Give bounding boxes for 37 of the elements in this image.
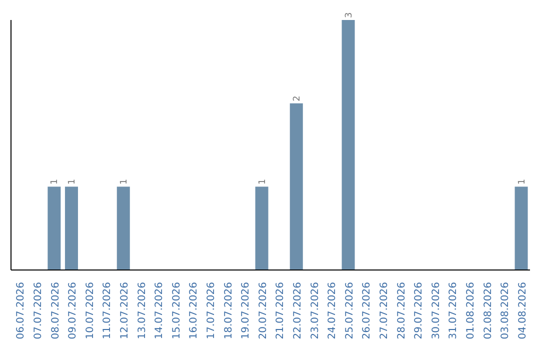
x-tick-label: 25.07.2026 (344, 282, 356, 340)
x-tick-label: 24.07.2026 (327, 282, 338, 340)
x-tick-label: 17.07.2026 (206, 282, 217, 340)
x-tick-label: 16.07.2026 (188, 282, 200, 340)
x-tick-label: 10.07.2026 (84, 282, 96, 340)
x-tick-label: 27.07.2026 (378, 282, 390, 340)
data-label: 1 (67, 178, 78, 185)
data-label: 1 (119, 178, 130, 185)
x-tick-label: 21.07.2026 (275, 282, 286, 340)
x-tick-label: 29.07.2026 (414, 282, 425, 340)
x-tick-label: 30.07.2026 (430, 282, 442, 340)
x-tick-label: 12.07.2026 (119, 282, 130, 340)
x-tick-label: 22.07.2026 (292, 282, 304, 340)
x-tick-label: 19.07.2026 (240, 282, 252, 340)
x-tick-label: 09.07.2026 (68, 282, 79, 340)
x-tick-label: 18.07.2026 (223, 282, 234, 340)
x-tick-label: 31.07.2026 (448, 282, 460, 340)
data-label: 2 (292, 96, 302, 102)
x-tick-label: 13.07.2026 (136, 282, 148, 340)
x-tick-label: 14.07.2026 (154, 282, 166, 340)
data-label: 1 (258, 178, 268, 185)
x-tick-label: 01.08.2026 (465, 282, 476, 340)
x-tick-label: 04.08.2026 (517, 282, 528, 340)
x-tick-label: 28.07.2026 (396, 282, 408, 340)
x-tick-label: 06.07.2026 (16, 282, 27, 340)
x-tick-label: 15.07.2026 (171, 282, 182, 340)
x-tick-label: 07.07.2026 (32, 282, 44, 340)
x-tick-label: 11.07.2026 (102, 282, 114, 340)
x-tick-label: 26.07.2026 (362, 282, 373, 340)
x-tick-label: 03.08.2026 (500, 282, 512, 340)
x-tick-label: 23.07.2026 (310, 282, 321, 340)
data-label: 3 (344, 12, 354, 18)
x-tick-label: 02.08.2026 (482, 282, 494, 340)
x-tick-label: 20.07.2026 (258, 282, 269, 340)
x-tick-label: 08.07.2026 (50, 282, 62, 340)
data-label: 1 (517, 178, 528, 185)
data-label: 1 (50, 178, 60, 185)
